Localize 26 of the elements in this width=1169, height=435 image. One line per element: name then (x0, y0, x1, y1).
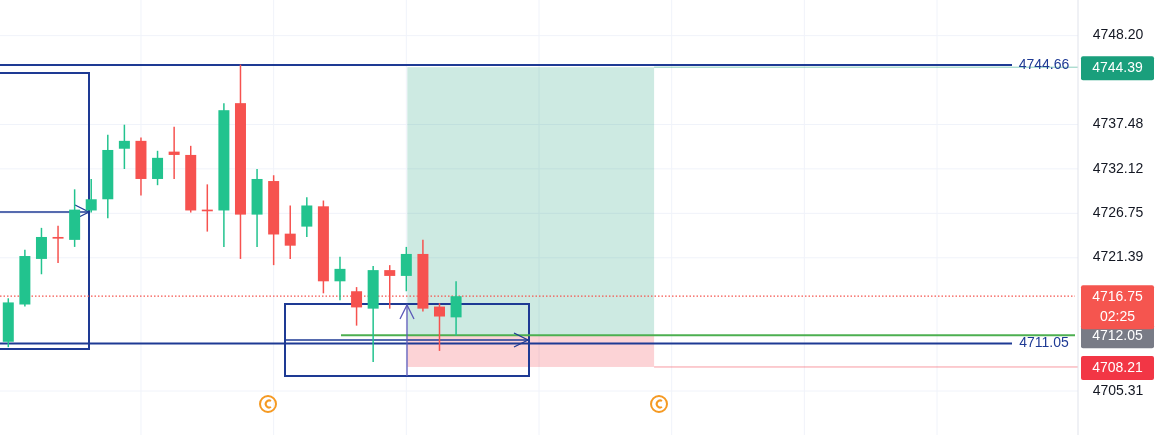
candlestick (433, 302, 445, 352)
y-tick-label: 4737.48 (1092, 115, 1144, 132)
y-tick-label: 4726.75 (1092, 204, 1144, 221)
ref-line-label: 4716.75 (1092, 287, 1144, 304)
y-tick-label: 4705.31 (1092, 381, 1144, 398)
y-tick-label: 4732.12 (1092, 159, 1144, 176)
candlestick (152, 150, 164, 186)
y-tick-label: 4748.20 (1092, 26, 1144, 43)
candlestick (52, 225, 64, 264)
candlestick (168, 126, 180, 180)
candlestick (85, 178, 97, 214)
candlestick (384, 264, 396, 310)
candlestick (400, 246, 412, 292)
text: 02:25 (1099, 307, 1136, 324)
band-label: 4708.21 (1092, 358, 1144, 375)
candlestick (301, 196, 313, 238)
band-label: 4744.39 (1092, 58, 1144, 75)
ref-line-label: 4712.05 (1092, 326, 1144, 343)
candlestick (284, 204, 296, 260)
ref-line-label: 4744.66 (1018, 55, 1070, 72)
candlestick (35, 227, 47, 276)
candlestick (118, 123, 130, 170)
ref-line-label: 4711.05 (1019, 334, 1069, 351)
candlestick (334, 256, 346, 302)
candlestick (450, 280, 462, 337)
y-tick-label: 4721.39 (1092, 248, 1144, 265)
